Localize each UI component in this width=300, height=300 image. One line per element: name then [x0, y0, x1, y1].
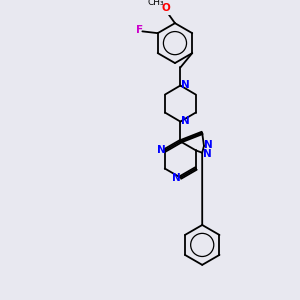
- Text: CH₃: CH₃: [147, 0, 164, 7]
- Text: F: F: [136, 26, 143, 35]
- Text: N: N: [202, 149, 211, 159]
- Text: N: N: [204, 140, 213, 150]
- Text: N: N: [157, 145, 165, 154]
- Text: N: N: [172, 172, 181, 182]
- Text: O: O: [162, 3, 170, 13]
- Text: N: N: [181, 80, 190, 90]
- Text: N: N: [181, 116, 190, 126]
